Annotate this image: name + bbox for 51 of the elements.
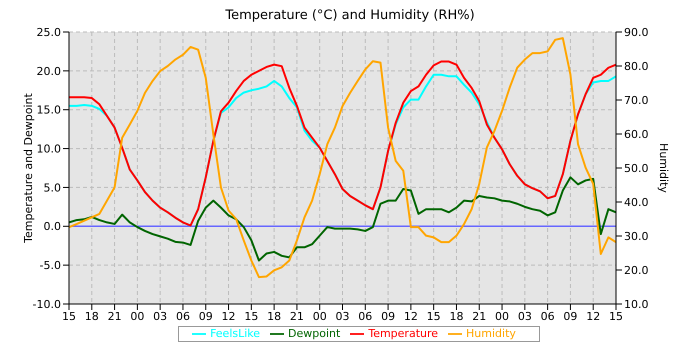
x-tick-label: 15: [62, 310, 76, 323]
x-tick-label: 09: [198, 310, 213, 323]
y-tick-label: 25.0: [36, 26, 61, 39]
y-tick-label: -5.0: [40, 259, 61, 272]
y2-tick-label: 10.0: [624, 298, 648, 311]
y-tick-label: 5.0: [44, 181, 61, 194]
x-tick-label: 12: [586, 310, 600, 323]
x-tick-label: 06: [176, 310, 190, 323]
legend-label: Temperature: [368, 327, 438, 340]
x-tick-label: 18: [449, 310, 464, 323]
y2-tick-label: 30.0: [624, 230, 648, 243]
x-tick-label: 21: [472, 310, 486, 323]
legend-label: Dewpoint: [288, 327, 340, 340]
y2-tick-label: 20.0: [624, 264, 648, 277]
x-tick-label: 09: [381, 310, 396, 323]
x-tick-label: 15: [426, 310, 441, 323]
x-tick-label: 18: [267, 310, 282, 323]
y2-axis-title: Humidity: [657, 143, 670, 194]
x-tick-label: 15: [609, 310, 623, 323]
x-tick-label: 12: [404, 310, 418, 323]
y-tick-label: 0.0: [44, 220, 61, 234]
y-tick-label: 10.0: [36, 142, 61, 156]
chart-title: Temperature (°C) and Humidity (RH%): [224, 8, 476, 24]
x-tick-label: 21: [290, 310, 304, 323]
y2-tick-label: 60.0: [624, 128, 648, 141]
x-tick-label: 06: [540, 310, 555, 323]
y-tick-label: -10.0: [32, 298, 61, 311]
x-tick-label: 09: [563, 310, 578, 323]
y-tick-label: 20.0: [36, 64, 61, 78]
line-series: [69, 37, 616, 278]
legend-label: Humidity: [466, 327, 516, 340]
x-tick-label: 00: [130, 310, 144, 323]
legend-label: FeelsLike: [210, 327, 260, 340]
line-series: [69, 176, 616, 262]
x-tick-label: 03: [518, 310, 532, 323]
x-tick-label: 06: [358, 310, 372, 323]
y-axis-title: Temperature and Dewpoint: [22, 92, 35, 244]
y2-tick-label: 90.0: [624, 26, 648, 39]
x-tick-label: 15: [244, 310, 258, 323]
x-tick-label: 00: [312, 310, 327, 323]
y2-tick-label: 50.0: [624, 162, 648, 175]
y2-tick-label: 40.0: [624, 196, 648, 209]
x-tick-label: 03: [153, 310, 168, 323]
y-tick-label: 15.0: [36, 104, 61, 117]
x-tick-label: 18: [84, 310, 99, 323]
y2-tick-label: 80.0: [624, 60, 648, 73]
x-tick-label: 00: [495, 310, 510, 323]
x-tick-label: 12: [222, 310, 236, 323]
x-tick-label: 03: [336, 310, 350, 323]
x-tick-label: 21: [108, 310, 122, 323]
y2-tick-label: 70.0: [624, 94, 648, 107]
